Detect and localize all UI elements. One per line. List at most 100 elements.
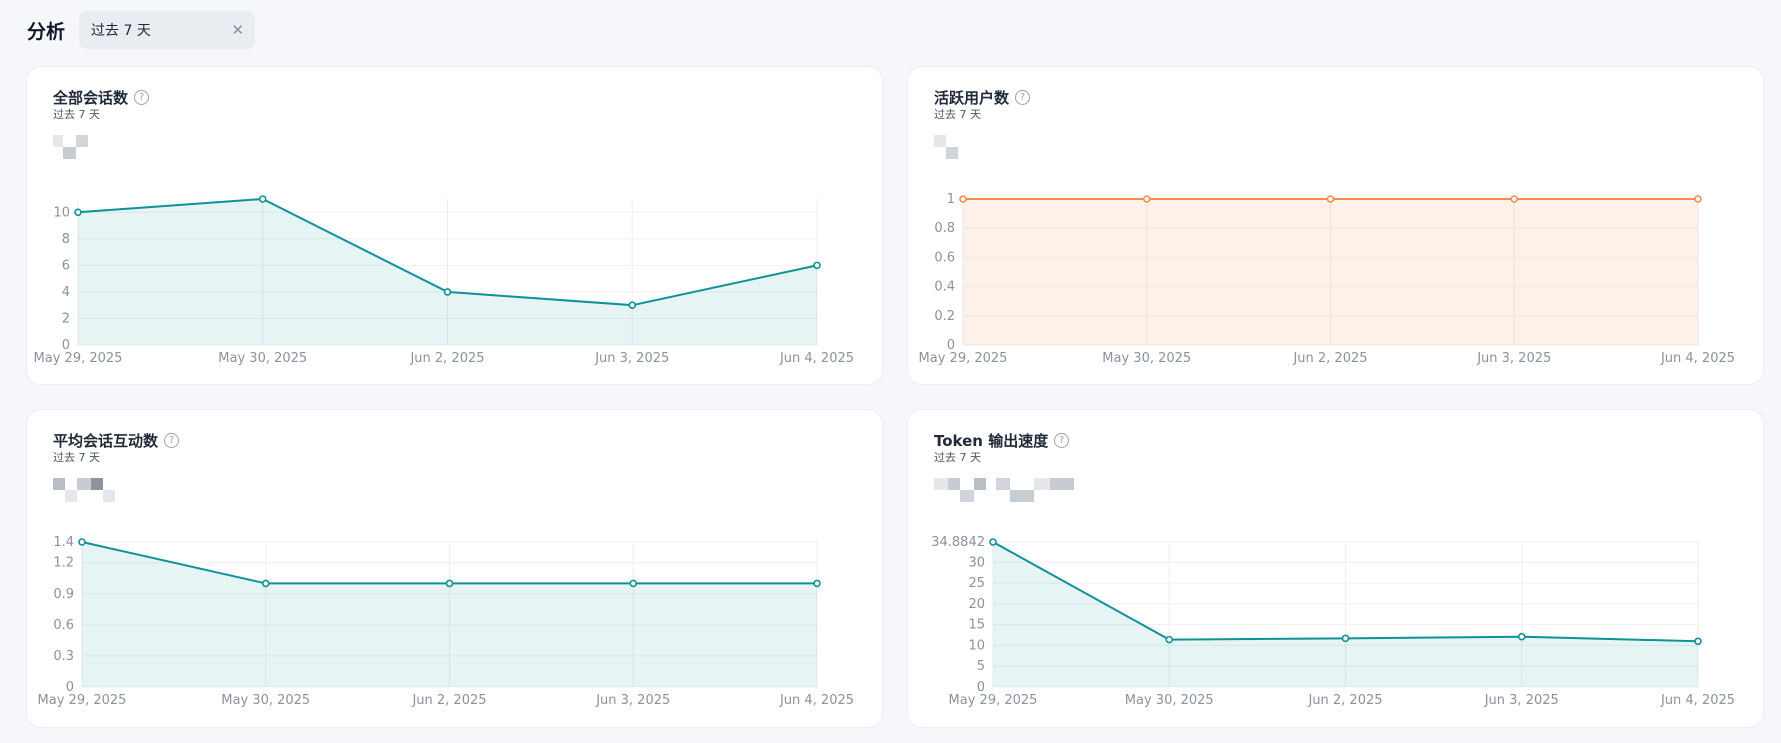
x-tick-label: May 29, 2025 <box>34 351 123 366</box>
y-tick-label: 34.8842 <box>931 535 985 550</box>
chart-card-active-users: 活跃用户数 ? 过去 7 天 0 0.2 0.4 0.6 0.8 1 May 29, 202… <box>908 67 1763 384</box>
data-point[interactable] <box>1694 195 1702 203</box>
card-title: 平均会话互动数 ? <box>53 430 180 451</box>
y-tick-label: 0.6 <box>934 250 955 265</box>
help-icon[interactable]: ? <box>164 433 180 448</box>
card-title: Token 输出速度 ? <box>934 430 1070 451</box>
x-tick-label: Jun 2, 2025 <box>1307 693 1382 708</box>
y-tick-label: 0 <box>62 338 70 353</box>
data-point[interactable] <box>258 195 267 203</box>
page-title: 分析 <box>27 20 66 43</box>
help-icon[interactable]: ? <box>1054 433 1070 448</box>
x-tick-label: Jun 3, 2025 <box>594 351 669 366</box>
y-tick-label: 8 <box>62 232 70 247</box>
data-point[interactable] <box>1694 637 1702 646</box>
x-tick-label: Jun 3, 2025 <box>1484 693 1559 708</box>
card-title: 全部会话数 ? <box>53 87 150 108</box>
y-tick-label: 0.4 <box>934 280 955 295</box>
y-tick-label: 1 <box>947 192 955 207</box>
y-tick-label: 0.8 <box>934 221 955 236</box>
close-icon[interactable]: ✕ <box>231 20 245 39</box>
blurred-value <box>934 478 1074 514</box>
y-tick-label: 2 <box>62 311 70 326</box>
y-tick-label: 0.3 <box>53 649 74 664</box>
y-tick-label: 0 <box>66 680 74 695</box>
x-tick-label: Jun 3, 2025 <box>1476 351 1551 366</box>
x-tick-label: May 29, 2025 <box>38 693 127 708</box>
data-point[interactable] <box>813 261 821 270</box>
x-tick-label: May 29, 2025 <box>919 351 1008 366</box>
card-subtitle: 过去 7 天 <box>934 108 981 121</box>
x-tick-label: May 30, 2025 <box>221 693 310 708</box>
x-tick-label: Jun 4, 2025 <box>1660 351 1735 366</box>
x-tick-label: May 30, 2025 <box>218 351 307 366</box>
x-tick-label: Jun 4, 2025 <box>779 351 854 366</box>
data-point[interactable] <box>78 538 86 546</box>
chart-card-token-speed: Token 输出速度 ? 过去 7 天 0 5 10 15 20 25 30 34.8842 M… <box>908 410 1763 727</box>
card-title: 活跃用户数 ? <box>934 87 1031 108</box>
y-tick-label: 15 <box>968 618 985 633</box>
card-title-text: 全部会话数 <box>53 89 129 107</box>
chart-total-conversations: 0 2 4 6 8 10 May 29, 2025 May 30, 2025 Jun 2, 20… <box>34 195 854 366</box>
x-tick-label: Jun 2, 2025 <box>409 351 484 366</box>
x-tick-label: Jun 4, 2025 <box>779 693 854 708</box>
series-area <box>963 199 1698 345</box>
data-point[interactable] <box>1510 195 1519 203</box>
chart-card-total-conversations: 全部会话数 ? 过去 7 天 0 2 4 6 8 10 May 29, 2025 May 30… <box>27 67 882 384</box>
period-select[interactable]: 过去 7 天 ✕ <box>79 11 256 49</box>
y-tick-label: 0 <box>947 338 955 353</box>
data-point[interactable] <box>1517 632 1526 641</box>
y-tick-label: 30 <box>968 555 985 570</box>
x-tick-label: May 30, 2025 <box>1125 693 1214 708</box>
data-point[interactable] <box>445 579 454 588</box>
series-area <box>993 542 1698 687</box>
card-subtitle: 过去 7 天 <box>934 451 981 464</box>
data-point[interactable] <box>629 579 638 588</box>
data-point[interactable] <box>1142 195 1151 203</box>
y-tick-label: 25 <box>968 576 985 591</box>
y-tick-label: 1.4 <box>53 535 74 550</box>
y-tick-label: 0.6 <box>53 618 74 633</box>
period-select-value: 过去 7 天 <box>91 23 151 39</box>
blurred-value <box>53 478 115 514</box>
x-tick-label: Jun 3, 2025 <box>595 693 670 708</box>
data-point[interactable] <box>74 208 82 217</box>
y-tick-label: 10 <box>53 205 70 220</box>
data-point[interactable] <box>1165 635 1174 644</box>
x-tick-label: Jun 2, 2025 <box>411 693 486 708</box>
x-tick-label: Jun 2, 2025 <box>1292 351 1367 366</box>
y-tick-label: 4 <box>62 285 70 300</box>
page-header: 分析 过去 7 天 ✕ <box>27 11 256 49</box>
data-point[interactable] <box>959 195 967 203</box>
data-point[interactable] <box>813 579 821 588</box>
y-tick-label: 0.9 <box>53 587 74 602</box>
data-point[interactable] <box>989 538 997 546</box>
data-point[interactable] <box>443 288 452 296</box>
y-tick-label: 20 <box>968 597 985 612</box>
blurred-value <box>934 135 958 171</box>
y-tick-label: 1.2 <box>53 556 74 571</box>
card-title-text: 活跃用户数 <box>934 89 1010 107</box>
series-area <box>82 542 817 687</box>
data-point[interactable] <box>1326 195 1335 203</box>
card-subtitle: 过去 7 天 <box>53 451 100 464</box>
x-tick-label: May 29, 2025 <box>949 693 1038 708</box>
data-point[interactable] <box>261 579 270 588</box>
y-tick-label: 10 <box>968 638 985 653</box>
y-tick-label: 6 <box>62 258 70 273</box>
card-title-text: Token 输出速度 <box>934 432 1049 450</box>
blurred-value <box>53 135 88 171</box>
data-point[interactable] <box>1341 634 1350 643</box>
help-icon[interactable]: ? <box>134 90 150 105</box>
help-icon[interactable]: ? <box>1015 90 1031 105</box>
chart-avg-interactions: 0 0.3 0.6 0.9 1.2 1.4 May 29, 2025 May 30, 2025… <box>38 535 854 708</box>
chart-token-speed: 0 5 10 15 20 25 30 34.8842 May 29, 2025 May 30, 2… <box>931 535 1735 708</box>
y-tick-label: 0.2 <box>934 309 955 324</box>
y-tick-label: 0 <box>977 680 985 695</box>
card-subtitle: 过去 7 天 <box>53 108 100 121</box>
chart-card-avg-interactions: 平均会话互动数 ? 过去 7 天 0 0.3 0.6 0.9 1.2 1.4 May 29,… <box>27 410 882 727</box>
chart-active-users: 0 0.2 0.4 0.6 0.8 1 May 29, 2025 May 30, 2025 Ju… <box>919 192 1735 366</box>
x-tick-label: May 30, 2025 <box>1102 351 1191 366</box>
data-point[interactable] <box>628 301 637 309</box>
y-tick-label: 5 <box>977 659 985 674</box>
